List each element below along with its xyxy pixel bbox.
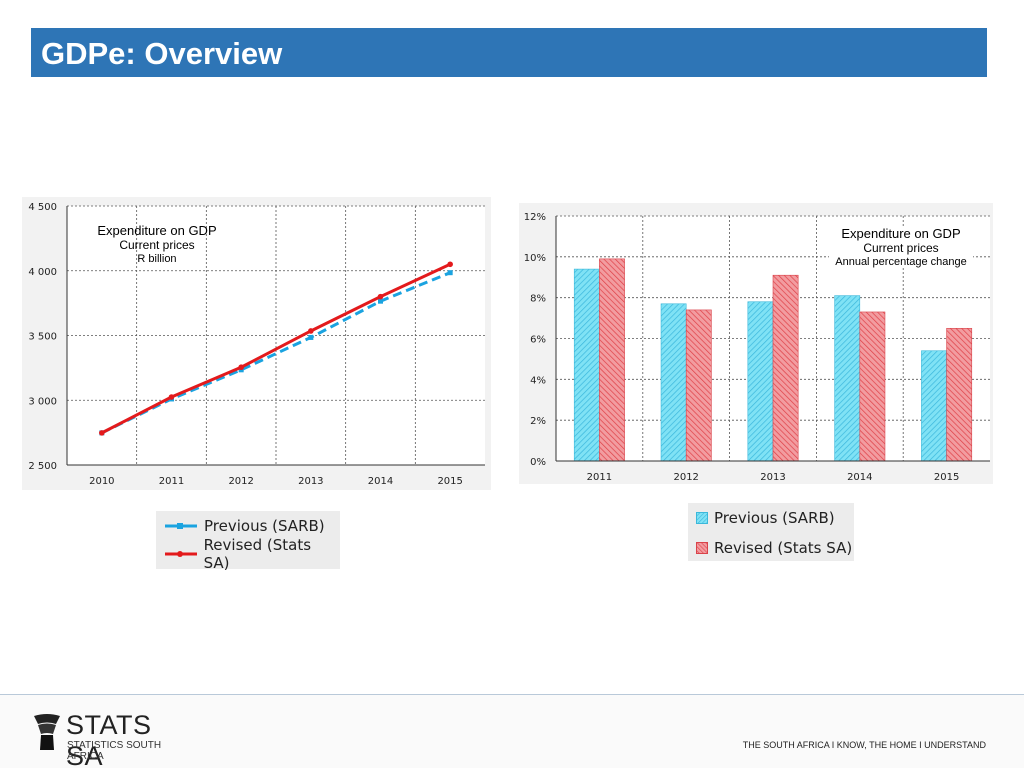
bar-revised xyxy=(685,309,712,462)
logo-subtext: STATISTICS SOUTH AFRICA xyxy=(67,740,162,762)
bar-ytick-label: 8% xyxy=(530,294,546,305)
bar-revised xyxy=(599,258,625,462)
legend-label-bar-revised: Revised (Stats SA) xyxy=(714,539,853,557)
bar-revised xyxy=(859,311,886,462)
line-xtick-label: 2013 xyxy=(298,476,323,487)
line-chart-unit: R billion xyxy=(137,252,177,265)
bar-ytick-label: 10% xyxy=(524,253,546,264)
line-chart-title-text: Expenditure on GDP xyxy=(97,223,217,238)
stats-sa-logo: STATS SA STATISTICS SOUTH AFRICA xyxy=(32,710,192,771)
footer-divider xyxy=(0,694,1024,695)
bar-chart-title: Expenditure on GDP Current prices Annual… xyxy=(829,226,973,269)
bar-previous xyxy=(747,301,774,462)
bar-ytick-label: 6% xyxy=(530,335,546,346)
legend-swatch-revised-icon xyxy=(696,542,708,554)
bar-ytick-label: 0% xyxy=(530,457,546,468)
line-xtick-label: 2014 xyxy=(368,476,393,487)
series-previous-point xyxy=(308,334,314,340)
bar-previous xyxy=(660,303,687,462)
legend-item-bar-previous: Previous (SARB) xyxy=(696,507,835,529)
bar-xtick-label: 2012 xyxy=(673,472,698,483)
line-xtick-label: 2011 xyxy=(159,476,184,487)
series-revised-point xyxy=(377,293,384,300)
series-revised-line xyxy=(101,262,451,435)
legend-line-revised-icon xyxy=(165,551,197,557)
line-chart-panel: 2 500 3 000 3 500 4 000 4 500 2010 2011 2012 201… xyxy=(22,197,491,490)
bar-xtick-label: 2013 xyxy=(760,472,785,483)
bar-chart-title-text: Expenditure on GDP xyxy=(841,226,961,241)
bar-previous xyxy=(573,268,600,462)
line-xtick-label: 2015 xyxy=(437,476,462,487)
slide-title: GDPe: Overview xyxy=(41,36,283,71)
bar-ytick-label: 12% xyxy=(524,212,546,223)
legend-label-bar-previous: Previous (SARB) xyxy=(714,509,835,527)
bar-chart-unit: Annual percentage change xyxy=(835,255,967,268)
bar-revised xyxy=(772,274,799,462)
legend-label-revised: Revised (Stats SA) xyxy=(203,536,312,572)
series-revised-point xyxy=(99,430,105,436)
bar-chart-legend: Previous (SARB) Revised (Stats SA) xyxy=(688,503,854,561)
line-xtick-label: 2012 xyxy=(228,476,253,487)
legend-item-bar-revised: Revised (Stats SA) xyxy=(696,537,852,559)
line-ytick-label: 4 000 xyxy=(28,267,57,278)
legend-item-previous: Previous (SARB) xyxy=(164,515,325,537)
line-xtick-label: 2010 xyxy=(89,476,114,487)
legend-item-revised: Revised (Stats SA) xyxy=(164,536,340,572)
line-ytick-label: 2 500 xyxy=(28,461,57,472)
legend-swatch-previous-icon xyxy=(696,512,708,524)
bar-xtick-label: 2011 xyxy=(587,472,612,483)
footer xyxy=(0,695,1024,768)
legend-label-previous: Previous (SARB) xyxy=(204,517,325,535)
bar-chart-subtitle: Current prices xyxy=(863,240,939,255)
bar-xtick-label: 2015 xyxy=(934,472,959,483)
legend-line-previous-icon xyxy=(165,523,197,529)
series-revised-point xyxy=(238,364,244,371)
bar-xtick-label: 2014 xyxy=(847,472,872,483)
series-revised-point xyxy=(308,328,314,334)
bar-chart-panel: 0% 2% 4% 6% 8% 10% 12% 2011 2012 2013 2014 2015 Exp… xyxy=(519,203,993,484)
line-ytick-label: 3 000 xyxy=(28,396,57,407)
title-bar: GDPe: Overview xyxy=(31,28,987,77)
bar-ytick-label: 2% xyxy=(530,416,546,427)
bar-previous xyxy=(921,350,947,462)
line-chart: 2 500 3 000 3 500 4 000 4 500 2010 2011 2012 201… xyxy=(28,202,485,487)
line-chart-subtitle: Current prices xyxy=(119,237,195,252)
footer-tagline: THE SOUTH AFRICA I KNOW, THE HOME I UNDE… xyxy=(742,740,986,750)
series-revised-point xyxy=(168,394,175,400)
line-ytick-label: 4 500 xyxy=(28,202,57,213)
series-previous-point xyxy=(447,270,453,276)
series-previous-point xyxy=(378,298,383,304)
bar-ytick-label: 4% xyxy=(530,375,546,386)
basket-logo-icon xyxy=(34,714,60,750)
bar-previous xyxy=(834,295,861,462)
series-revised-point xyxy=(447,261,453,268)
line-ytick-label: 3 500 xyxy=(28,332,57,343)
logo-text: STATS SA xyxy=(66,710,152,771)
bar-revised xyxy=(946,327,973,462)
line-chart-legend: Previous (SARB) Revised (Stats SA) xyxy=(156,511,340,572)
line-chart-title: Expenditure on GDP Current prices R bill… xyxy=(84,223,230,265)
